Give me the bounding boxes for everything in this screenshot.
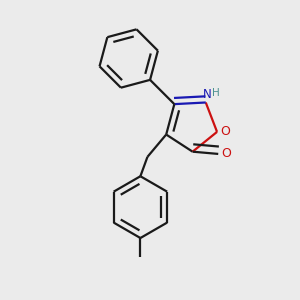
Text: O: O: [220, 125, 230, 138]
Text: N: N: [203, 88, 212, 101]
Text: H: H: [212, 88, 219, 98]
Text: O: O: [221, 147, 231, 160]
